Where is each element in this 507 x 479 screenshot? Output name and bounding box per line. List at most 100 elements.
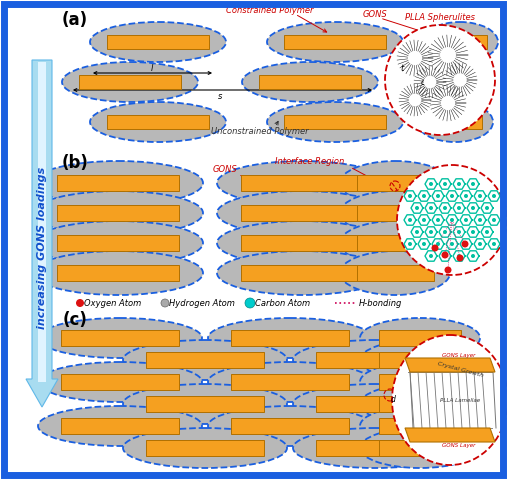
Circle shape: [422, 194, 426, 198]
Ellipse shape: [33, 161, 203, 205]
Circle shape: [409, 93, 421, 106]
Ellipse shape: [217, 251, 387, 295]
Text: d: d: [390, 396, 395, 404]
Ellipse shape: [217, 191, 387, 235]
FancyArrow shape: [26, 60, 58, 407]
Text: Carbon Atom: Carbon Atom: [255, 298, 310, 308]
Bar: [379, 330, 461, 346]
Ellipse shape: [33, 221, 203, 265]
Ellipse shape: [417, 102, 493, 142]
Circle shape: [408, 242, 412, 246]
Text: PLLA Spherulites: PLLA Spherulites: [405, 12, 475, 22]
Circle shape: [492, 194, 496, 198]
Text: GONS: GONS: [212, 166, 237, 174]
Circle shape: [408, 51, 422, 65]
Circle shape: [415, 206, 419, 210]
Text: t: t: [401, 64, 404, 72]
Circle shape: [471, 254, 475, 258]
Bar: [356, 235, 433, 251]
Ellipse shape: [90, 102, 226, 142]
Circle shape: [443, 230, 447, 234]
Ellipse shape: [293, 340, 457, 380]
Bar: [379, 352, 461, 368]
Bar: [428, 75, 482, 89]
Bar: [57, 205, 179, 221]
Bar: [379, 374, 461, 390]
Circle shape: [440, 47, 456, 63]
Ellipse shape: [33, 191, 203, 235]
Text: PLLA Lamellae: PLLA Lamellae: [440, 398, 480, 402]
Polygon shape: [405, 428, 495, 442]
Ellipse shape: [90, 22, 226, 62]
Bar: [316, 396, 434, 412]
Ellipse shape: [293, 384, 457, 424]
Circle shape: [422, 242, 426, 246]
Text: Constrained Polymer: Constrained Polymer: [226, 5, 314, 14]
Ellipse shape: [293, 428, 457, 468]
Bar: [284, 35, 386, 49]
Circle shape: [245, 298, 255, 308]
Circle shape: [429, 206, 433, 210]
Bar: [241, 175, 363, 191]
Bar: [61, 418, 179, 434]
Circle shape: [424, 76, 437, 89]
Circle shape: [450, 242, 454, 246]
Circle shape: [429, 230, 433, 234]
Text: Unconstrained Polymer: Unconstrained Polymer: [211, 127, 309, 137]
Ellipse shape: [360, 428, 480, 468]
Circle shape: [408, 218, 412, 222]
Bar: [146, 396, 264, 412]
Ellipse shape: [242, 62, 378, 102]
Bar: [231, 330, 349, 346]
Circle shape: [397, 165, 507, 275]
Bar: [428, 115, 482, 129]
Bar: [241, 264, 363, 281]
Circle shape: [443, 254, 447, 258]
Bar: [231, 418, 349, 434]
Circle shape: [471, 206, 475, 210]
Ellipse shape: [123, 340, 287, 380]
Bar: [57, 264, 179, 281]
Text: Hydrogen Atom: Hydrogen Atom: [169, 298, 235, 308]
Circle shape: [464, 242, 468, 246]
Ellipse shape: [417, 62, 493, 102]
Text: (b): (b): [61, 154, 88, 172]
Ellipse shape: [217, 221, 387, 265]
Circle shape: [492, 242, 496, 246]
Circle shape: [415, 230, 419, 234]
Bar: [316, 352, 434, 368]
Bar: [356, 175, 433, 191]
Text: l: l: [151, 64, 153, 72]
Bar: [356, 205, 433, 221]
Bar: [146, 352, 264, 368]
Text: GONS Layer: GONS Layer: [442, 353, 475, 357]
Bar: [316, 440, 434, 456]
Bar: [433, 35, 487, 49]
Text: d: d: [420, 78, 426, 87]
Ellipse shape: [38, 406, 202, 446]
Ellipse shape: [360, 318, 480, 358]
Bar: [79, 75, 181, 89]
Ellipse shape: [340, 251, 450, 295]
Circle shape: [492, 218, 496, 222]
Circle shape: [443, 206, 447, 210]
Text: (a): (a): [62, 11, 88, 29]
Text: s: s: [218, 91, 222, 101]
Ellipse shape: [422, 22, 498, 62]
Circle shape: [441, 96, 455, 110]
FancyArrow shape: [38, 62, 46, 382]
Circle shape: [436, 194, 440, 198]
Circle shape: [478, 242, 482, 246]
Text: Crystal Growth: Crystal Growth: [437, 362, 483, 378]
Circle shape: [385, 25, 495, 135]
Ellipse shape: [217, 161, 387, 205]
Ellipse shape: [340, 191, 450, 235]
Circle shape: [453, 73, 467, 87]
Circle shape: [457, 230, 461, 234]
Circle shape: [485, 230, 489, 234]
Ellipse shape: [340, 161, 450, 205]
Ellipse shape: [208, 318, 372, 358]
Bar: [259, 75, 361, 89]
Circle shape: [464, 218, 468, 222]
Bar: [107, 35, 209, 49]
